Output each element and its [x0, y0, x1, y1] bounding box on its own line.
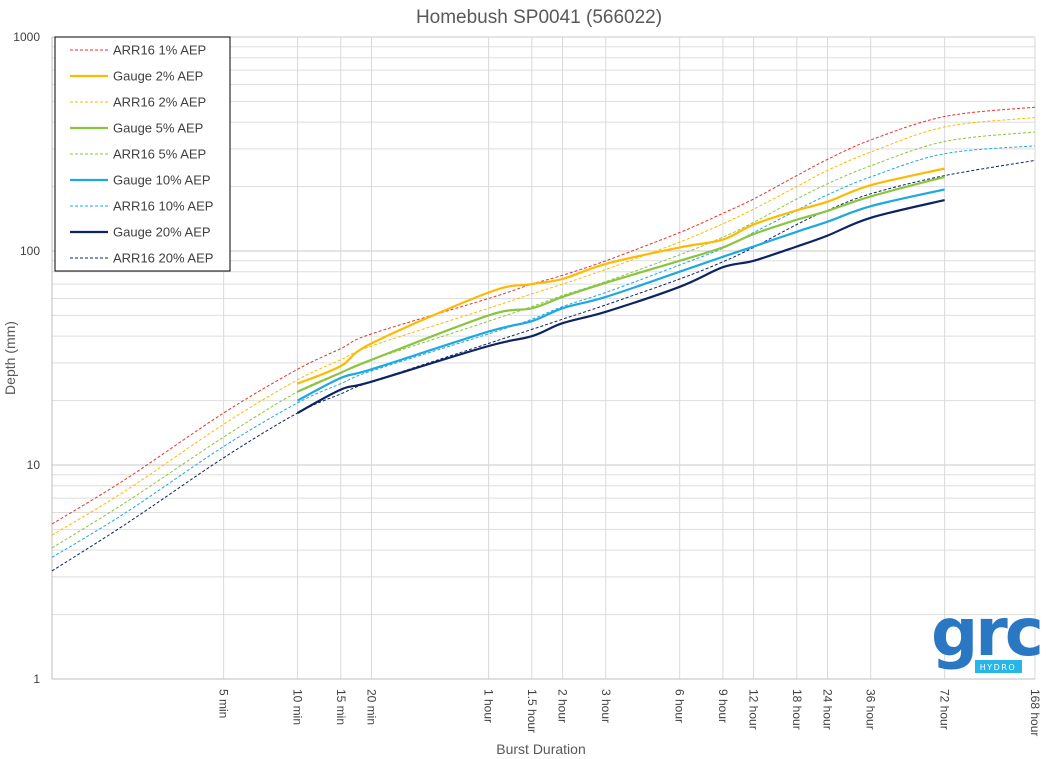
x-tick-label: 6 hour	[673, 689, 687, 723]
x-tick-label: 36 hour	[864, 689, 878, 730]
y-axis-ticks: 1 10 100 1000	[13, 30, 40, 686]
x-tick-label: 72 hour	[938, 689, 952, 730]
legend: ARR16 1% AEP Gauge 2% AEP ARR16 2% AEP Gaug…	[54, 36, 231, 272]
x-tick-label: 168 hour	[1028, 689, 1042, 736]
y-tick-label: 1000	[13, 30, 40, 44]
series-line-gauge-10-aep	[296, 188, 945, 402]
logo-subtext: HYDRO	[980, 663, 1016, 672]
series-line-arr16-5-aep	[51, 131, 1036, 549]
series-line-gauge-20-aep	[296, 199, 945, 414]
x-tick-label: 1 hour	[482, 689, 496, 723]
series-line-gauge-2-aep	[297, 167, 945, 385]
y-tick-label: 1	[33, 672, 40, 686]
x-tick-label: 9 hour	[716, 689, 730, 723]
legend-label: Gauge 20% AEP	[113, 225, 211, 240]
x-axis-ticks: 5 min 10 min 15 min 20 min 1 hour 1.5 hour 2 h…	[217, 689, 1042, 736]
series-lines	[51, 106, 1036, 572]
series-line-arr16-1-aep	[51, 106, 1036, 525]
chart-title: Homebush SP0041 (566022)	[416, 7, 662, 28]
logo-text: grc	[931, 594, 1041, 671]
x-tick-label: 2 hour	[556, 689, 570, 723]
legend-label: Gauge 2% AEP	[113, 69, 203, 84]
y-tick-label: 10	[27, 458, 41, 472]
y-axis-label: Depth (mm)	[2, 321, 18, 395]
x-tick-label: 3 hour	[599, 689, 613, 723]
x-tick-label: 20 min	[364, 689, 378, 725]
y-tick-label: 100	[20, 244, 40, 258]
legend-label: ARR16 1% AEP	[113, 43, 206, 58]
legend-label: Gauge 5% AEP	[113, 121, 203, 136]
logo-accent-bar	[975, 660, 1022, 673]
x-tick-label: 5 min	[217, 689, 231, 718]
x-tick-label: 24 hour	[820, 689, 834, 730]
x-tick-label: 1.5 hour	[525, 689, 539, 733]
x-axis-label: Burst Duration	[496, 741, 585, 757]
x-tick-label: 18 hour	[790, 689, 804, 730]
legend-label: Gauge 10% AEP	[113, 173, 211, 188]
series-line-arr16-10-aep	[51, 145, 1036, 558]
x-tick-label: 10 min	[291, 689, 305, 725]
legend-label: ARR16 2% AEP	[113, 95, 206, 110]
series-line-arr16-2-aep	[51, 117, 1036, 536]
x-tick-label: 12 hour	[747, 689, 761, 730]
grid-lines	[51, 36, 1036, 680]
grc-hydro-logo: grc HYDRO	[931, 594, 1044, 673]
legend-label: ARR16 20% AEP	[113, 251, 213, 266]
legend-label: ARR16 10% AEP	[113, 199, 213, 214]
legend-label: ARR16 5% AEP	[113, 147, 206, 162]
x-tick-label: 15 min	[334, 689, 348, 725]
series-line-gauge-5-aep	[297, 175, 945, 393]
